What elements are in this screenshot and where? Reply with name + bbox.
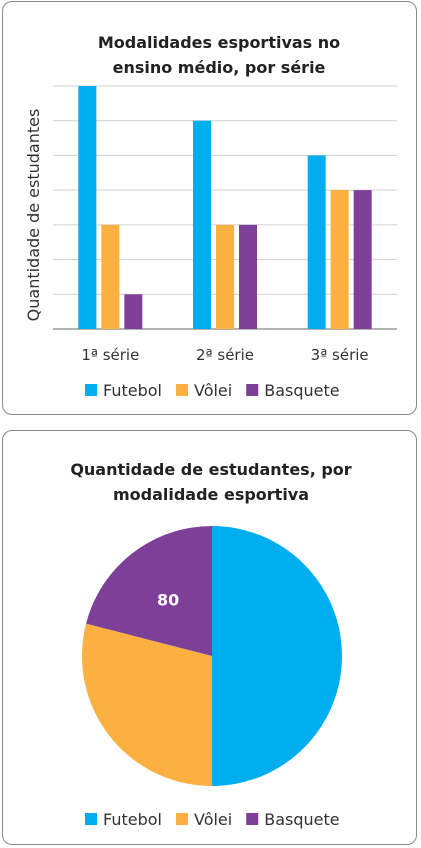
pie-chart-title-line-2: modalidade esportiva (113, 485, 309, 504)
bar-basquete-3 (353, 190, 372, 329)
pie-chart-title-line-1: Quantidade de estudantes, por (70, 460, 351, 479)
legend-swatch-vôlei (175, 384, 188, 396)
bar-vôlei-2 (216, 224, 234, 329)
legend-swatch-basquete (246, 384, 259, 396)
bar-legend: Futebol Vôlei Basquete (85, 381, 340, 400)
pie-slices (82, 526, 342, 786)
bar-futebol-3 (307, 155, 326, 329)
bar-chart-panel: Modalidades esportivas no ensino médio, … (2, 1, 417, 415)
x-tick-labels: 1ª série 2ª série 3ª série (81, 346, 368, 364)
legend-label-basquete: Basquete (264, 381, 339, 400)
y-axis-label: Quantidade de estudantes (24, 109, 43, 322)
bar-chart-title-line-1: Modalidades esportivas no (98, 33, 340, 52)
x-tick-label: 3ª série (311, 346, 369, 364)
bar-vôlei-3 (330, 190, 349, 329)
pie-chart-panel: Quantidade de estudantes, por modalidade… (2, 430, 417, 845)
bar-marks (78, 86, 372, 329)
bar-chart: Modalidades esportivas no ensino médio, … (24, 33, 397, 400)
legend-label-futebol: Futebol (103, 381, 162, 400)
bar-basquete-1 (124, 294, 143, 329)
legend-label-vôlei: Vôlei (194, 810, 232, 829)
x-tick-label: 1ª série (81, 346, 139, 364)
pie-labels: 80 (157, 591, 179, 610)
bar-chart-title-line-2: ensino médio, por série (113, 58, 326, 77)
pie-slice-value-label: 80 (157, 591, 179, 610)
bar-futebol-2 (193, 120, 211, 329)
legend-label-basquete: Basquete (264, 810, 339, 829)
x-tick-label: 2ª série (196, 346, 254, 364)
bar-vôlei-1 (101, 224, 120, 329)
pie-slice-futebol (212, 526, 342, 786)
legend-swatch-basquete (246, 813, 259, 825)
pie-slice-basquete (86, 526, 212, 656)
legend-swatch-futebol (85, 384, 97, 396)
bar-futebol-1 (78, 86, 97, 329)
legend-label-futebol: Futebol (103, 810, 162, 829)
legend-swatch-vôlei (175, 813, 188, 825)
pie-slice-vôlei (82, 623, 212, 786)
legend-label-vôlei: Vôlei (194, 381, 232, 400)
legend-swatch-futebol (85, 813, 97, 825)
pie-chart: Quantidade de estudantes, por modalidade… (70, 460, 351, 829)
bar-basquete-2 (239, 224, 257, 329)
pie-legend: Futebol Vôlei Basquete (85, 810, 340, 829)
